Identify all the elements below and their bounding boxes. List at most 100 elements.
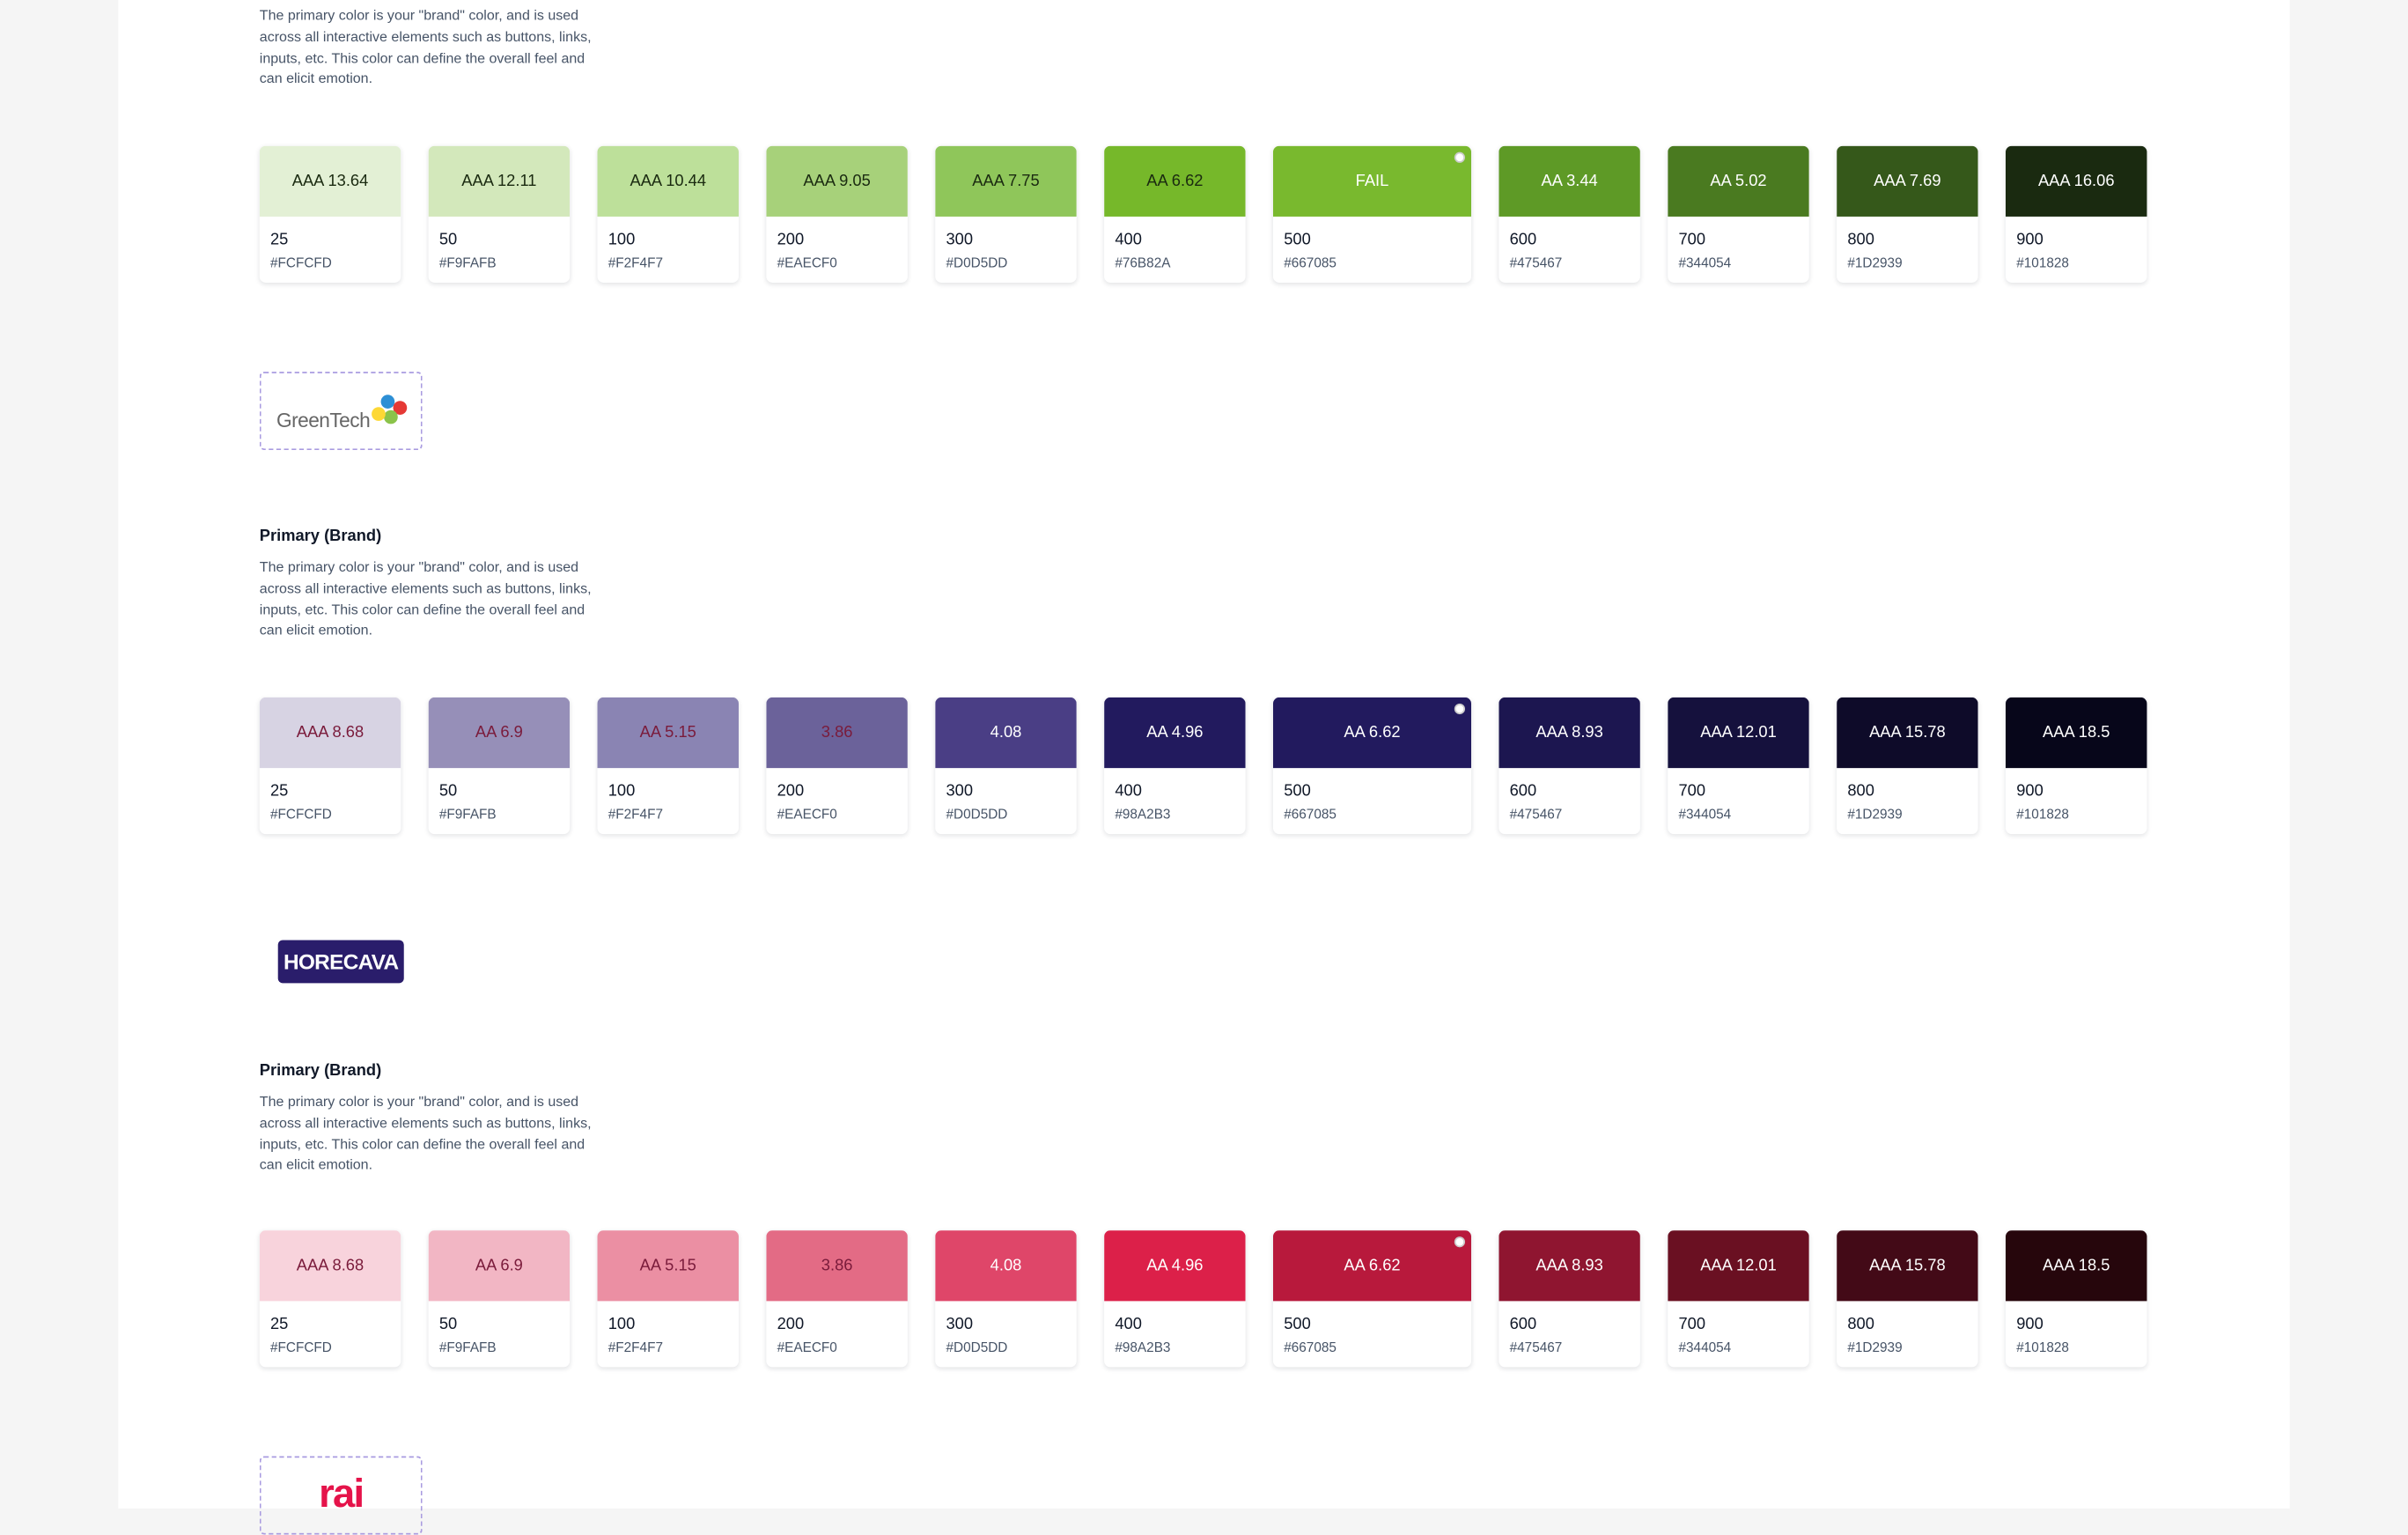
swatch-color: AAA 18.5: [2006, 1230, 2147, 1302]
swatch-card: AAA 7.75 300 #D0D5DD: [935, 145, 1077, 283]
contrast-label: AA 5.02: [1710, 172, 1767, 191]
section-description: The primary color is your "brand" color,…: [259, 558, 592, 638]
shade-label: 100: [608, 781, 636, 801]
contrast-label: AAA 7.75: [972, 172, 1040, 191]
swatch-card: 4.08 300 #D0D5DD: [935, 1230, 1077, 1368]
contrast-label: AAA 13.64: [291, 172, 369, 191]
swatch-color: 4.08: [935, 1230, 1077, 1302]
contrast-label: AA 6.62: [1344, 1256, 1401, 1275]
shade-label: 200: [777, 1315, 805, 1334]
logo-text: rai: [319, 1470, 365, 1517]
shade-label: 800: [1847, 1315, 1874, 1334]
swatch-color: AA 6.62: [1272, 697, 1472, 769]
hex-label: #FCFCFD: [269, 1339, 332, 1355]
contrast-label: AA 6.9: [475, 723, 523, 742]
contrast-label: AAA 18.5: [2043, 723, 2110, 742]
swatch-card: AA 6.62 500 #667085: [1272, 1230, 1472, 1368]
hex-label: #F9FAFB: [438, 1339, 497, 1355]
swatch-color: AAA 16.06: [2006, 145, 2147, 217]
hex-label: #EAECF0: [777, 806, 837, 823]
hex-label: #475467: [1509, 1339, 1563, 1355]
hex-label: #F2F4F7: [608, 255, 664, 270]
shade-label: 300: [946, 781, 974, 801]
swatch-card: AA 5.02 700 #344054: [1668, 145, 1809, 283]
swatch-color: AAA 13.64: [259, 145, 401, 217]
swatch-card: AA 6.62 500 #667085: [1272, 697, 1472, 835]
contrast-label: AAA 9.05: [803, 172, 871, 191]
swatch-color: AAA 15.78: [1837, 697, 1978, 769]
swatch-color: 3.86: [766, 1230, 908, 1302]
logo-dot: [372, 407, 386, 421]
swatch-color: AA 5.15: [597, 1230, 739, 1302]
swatch-color: AAA 18.5: [2006, 697, 2147, 769]
shade-label: 200: [777, 230, 805, 249]
shade-label: 600: [1509, 1315, 1537, 1334]
hex-label: #FCFCFD: [269, 255, 332, 270]
hex-label: #1D2939: [1847, 255, 1903, 270]
logo-dot: [384, 410, 398, 424]
swatch-card: AAA 12.01 700 #344054: [1668, 697, 1809, 835]
contrast-label: AAA 12.01: [1700, 723, 1777, 742]
swatch-card: AA 6.9 50 #F9FAFB: [428, 697, 571, 835]
swatch-color: AAA 7.75: [935, 145, 1077, 217]
swatch-card: AAA 9.05 200 #EAECF0: [766, 145, 908, 283]
swatch-card: AA 5.15 100 #F2F4F7: [597, 697, 739, 835]
swatch-card: AAA 15.78 800 #1D2939: [1837, 697, 1978, 835]
swatch-color: AA 6.9: [428, 697, 571, 769]
contrast-label: AAA 8.68: [296, 723, 365, 742]
swatch-color: AAA 8.93: [1499, 697, 1640, 769]
shade-label: 300: [946, 230, 974, 249]
shade-label: 600: [1509, 230, 1537, 249]
section-description: The primary color is your "brand" color,…: [259, 1093, 592, 1173]
swatch-color: AA 6.9: [428, 1230, 571, 1302]
swatch-color: AAA 12.01: [1668, 1230, 1809, 1302]
contrast-label: 3.86: [821, 723, 853, 742]
swatch-card: 3.86 200 #EAECF0: [766, 697, 908, 835]
swatch-card: AAA 10.44 100 #F2F4F7: [597, 145, 739, 283]
contrast-label: AAA 8.68: [296, 1256, 365, 1275]
contrast-label: AA 5.15: [639, 1256, 696, 1275]
swatch-card: AAA 7.69 800 #1D2939: [1837, 145, 1978, 283]
shade-label: 100: [608, 1315, 636, 1334]
swatch-color: AAA 7.69: [1837, 145, 1978, 217]
shade-label: 700: [1678, 1315, 1706, 1334]
swatch-card: AAA 8.68 25 #FCFCFD: [259, 1230, 401, 1368]
shade-label: 600: [1509, 781, 1537, 801]
shade-label: 50: [438, 230, 458, 249]
hex-label: #EAECF0: [777, 255, 837, 270]
swatch-card: AA 6.62 400 #76B82A: [1104, 145, 1246, 283]
swatch-card: AAA 18.5 900 #101828: [2006, 1230, 2147, 1368]
contrast-label: AA 3.44: [1541, 172, 1598, 191]
contrast-label: AAA 12.01: [1700, 1256, 1777, 1275]
logo-box: rai: [259, 1456, 423, 1535]
hex-label: #98A2B3: [1115, 806, 1171, 823]
contrast-label: AAA 12.11: [461, 172, 537, 191]
swatch-card: AAA 8.68 25 #FCFCFD: [259, 697, 401, 835]
contrast-label: AA 4.96: [1146, 723, 1204, 742]
swatch-card: AAA 15.78 800 #1D2939: [1837, 1230, 1978, 1368]
swatch-color: AAA 12.01: [1668, 697, 1809, 769]
swatch-color: AAA 8.68: [259, 1230, 401, 1302]
contrast-label: AAA 18.5: [2043, 1256, 2110, 1275]
swatch-color: 3.86: [766, 697, 908, 769]
hex-label: #F2F4F7: [608, 1339, 664, 1355]
swatch-card: AAA 8.93 600 #475467: [1499, 1230, 1640, 1368]
swatch-color: AA 5.15: [597, 697, 739, 769]
logo-dot: [380, 395, 395, 409]
shade-label: 700: [1678, 781, 1706, 801]
shade-label: 25: [269, 781, 289, 801]
contrast-label: AAA 16.06: [2037, 172, 2115, 191]
swatch-color: AAA 9.05: [766, 145, 908, 217]
shade-label: 25: [269, 230, 289, 249]
hex-label: #98A2B3: [1115, 1339, 1171, 1355]
section-title: Primary (Brand): [259, 1061, 382, 1081]
contrast-label: AA 4.96: [1146, 1256, 1204, 1275]
swatch-color: 4.08: [935, 697, 1077, 769]
logo-badge: HORECAVA: [277, 940, 404, 984]
contrast-label: AAA 8.93: [1535, 1256, 1603, 1275]
swatch-card: AA 6.9 50 #F9FAFB: [428, 1230, 571, 1368]
shade-label: 700: [1678, 230, 1706, 249]
shade-label: 400: [1115, 781, 1142, 801]
shade-label: 500: [1284, 230, 1311, 249]
shade-label: 50: [438, 1315, 458, 1334]
